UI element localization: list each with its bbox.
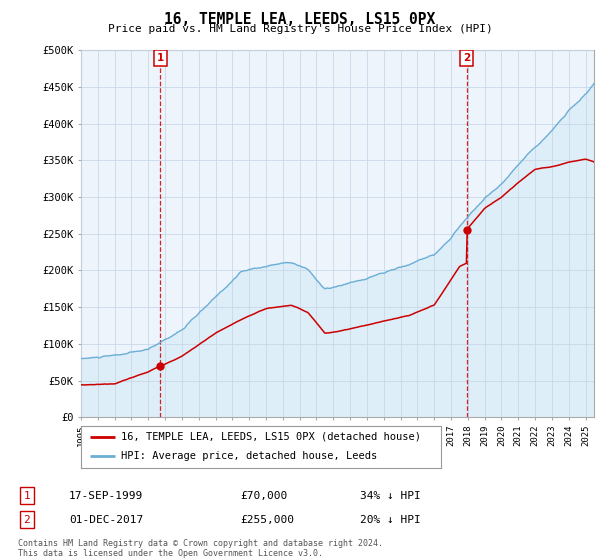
Text: 1: 1: [157, 53, 164, 63]
Text: 34% ↓ HPI: 34% ↓ HPI: [360, 491, 421, 501]
Text: 16, TEMPLE LEA, LEEDS, LS15 0PX (detached house): 16, TEMPLE LEA, LEEDS, LS15 0PX (detache…: [121, 432, 421, 442]
Text: £70,000: £70,000: [240, 491, 287, 501]
Text: £255,000: £255,000: [240, 515, 294, 525]
Text: 2: 2: [463, 53, 470, 63]
Text: Contains HM Land Registry data © Crown copyright and database right 2024.
This d: Contains HM Land Registry data © Crown c…: [18, 539, 383, 558]
Text: 17-SEP-1999: 17-SEP-1999: [69, 491, 143, 501]
Text: 2: 2: [23, 515, 31, 525]
Text: 16, TEMPLE LEA, LEEDS, LS15 0PX: 16, TEMPLE LEA, LEEDS, LS15 0PX: [164, 12, 436, 27]
Text: Price paid vs. HM Land Registry's House Price Index (HPI): Price paid vs. HM Land Registry's House …: [107, 24, 493, 34]
Text: 01-DEC-2017: 01-DEC-2017: [69, 515, 143, 525]
Text: HPI: Average price, detached house, Leeds: HPI: Average price, detached house, Leed…: [121, 451, 377, 461]
Text: 1: 1: [23, 491, 31, 501]
Text: 20% ↓ HPI: 20% ↓ HPI: [360, 515, 421, 525]
